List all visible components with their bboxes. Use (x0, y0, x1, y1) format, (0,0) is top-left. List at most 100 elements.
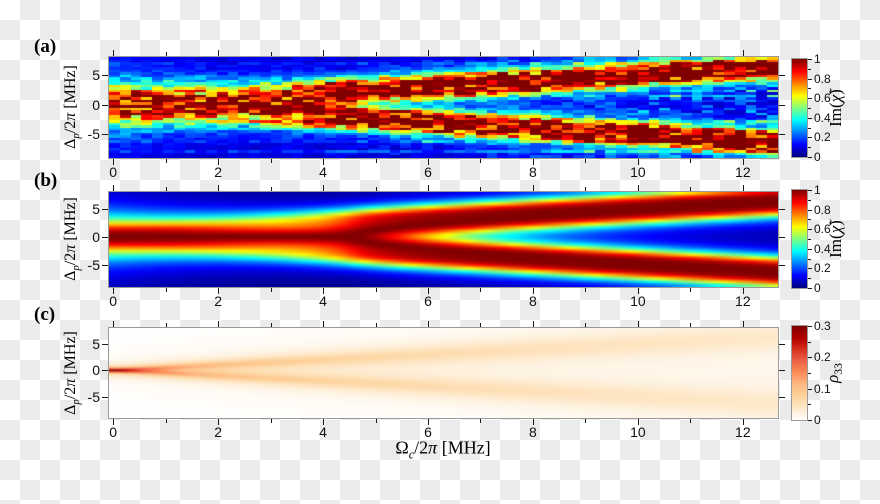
panel-a-x-minor-tick (270, 159, 272, 163)
panel-c-x-minor-tick (375, 323, 377, 327)
panel-c-x-minor-tick (585, 419, 587, 423)
panel-c-y-tick (102, 370, 108, 372)
panel-a-colorbar-minor-tick (808, 88, 811, 90)
panel-b-x-minor-tick (375, 187, 377, 191)
panel-b-x-minor-tick (480, 187, 482, 191)
panel-c-colorbar-label: ρ33 (822, 363, 846, 383)
panel-c-colorbar-tick (808, 326, 812, 327)
panel-a-y-tick (779, 134, 785, 136)
panel-b-colorbar-tick-label: 0.6 (814, 222, 831, 237)
panel-b-colorbar-tick-label: 0.4 (814, 241, 831, 256)
panel-c-y-tick-label: -5 (87, 388, 100, 405)
panel-c-x-tick (532, 321, 534, 327)
panel-a-x-tick (742, 50, 744, 56)
panel-b-x-tick (113, 185, 115, 191)
panel-b-x-minor-tick (585, 288, 587, 292)
panel-a-x-minor-tick (585, 159, 587, 163)
panel-a-colorbar (792, 59, 807, 157)
panel-b-y-tick-label: 0 (92, 228, 100, 245)
panel-c-x-tick (742, 419, 744, 425)
panel-b-x-tick (428, 288, 430, 294)
panel-c-y-tick (779, 396, 785, 398)
panel-c-colorbar-minor-tick (808, 373, 811, 374)
panel-b-x-minor-tick (165, 187, 167, 191)
panel-a-x-tick (218, 159, 220, 165)
panel-a-colorbar-tick (808, 137, 812, 139)
panel-b-x-tick (742, 288, 744, 294)
panel-a-y-tick (102, 134, 108, 136)
panel-a-x-minor-tick (690, 52, 692, 56)
panel-c-colorbar-tick-label: 0.1 (814, 381, 831, 396)
panel-b-colorbar-minor-tick (808, 219, 811, 221)
panel-a-colorbar-tick-label: 0.6 (814, 91, 831, 106)
panel-a-x-minor-tick (375, 159, 377, 163)
panel-a-x-tick (637, 50, 639, 56)
panel-b-colorbar-tick-label: 0 (814, 281, 821, 295)
panel-b-heatmap (109, 192, 778, 287)
panel-b-x-minor-tick (165, 288, 167, 292)
panel-b-y-tick (779, 264, 785, 266)
panel-b-x-tick (428, 185, 430, 191)
panel-b-x-minor-tick (690, 187, 692, 191)
panel-c-colorbar (792, 326, 807, 420)
panel-c-x-tick-label: 4 (319, 424, 327, 440)
panel-b-colorbar-minor-tick (808, 199, 811, 201)
panel-c-x-tick (637, 419, 639, 425)
panel-a-x-tick (428, 50, 430, 56)
panel-c-x-tick (218, 419, 220, 425)
panel-a-colorbar-tick-label: 0.4 (814, 110, 831, 125)
panel-a-x-tick (218, 50, 220, 56)
panel-c-label: (c) (34, 304, 56, 325)
panel-b-colorbar-minor-tick (808, 239, 811, 240)
panel-c-x-minor-tick (165, 419, 167, 423)
panel-c-colorbar-tick-label: 0 (814, 413, 821, 427)
panel-c-x-tick-label: 0 (109, 424, 118, 440)
panel-b-x-tick-label: 2 (214, 293, 223, 309)
panel-c-x-tick (742, 321, 744, 327)
panel-c-x-tick (428, 419, 430, 425)
panel-c-x-tick (428, 321, 430, 327)
panel-b-colorbar-tick-label: 0.2 (814, 261, 831, 276)
panel-b-x-tick-label: 4 (319, 293, 327, 309)
panel-a-colorbar-minor-tick (808, 68, 811, 70)
panel-a-heatmap (109, 57, 778, 158)
panel-b-colorbar-tick (808, 268, 812, 270)
panel-a-colorbar-tick (808, 78, 812, 80)
panel-b-x-tick (637, 288, 639, 294)
panel-c-x-tick (532, 419, 534, 425)
panel-a-x-tick-label: 4 (319, 164, 327, 180)
panel-c-x-tick (323, 419, 325, 425)
panel-b-colorbar-tick (808, 229, 812, 231)
panel-b-x-tick (218, 185, 220, 191)
panel-c-plot-frame (108, 327, 779, 419)
panel-c-y-tick (102, 343, 108, 345)
panel-a-colorbar-tick-label: 0.8 (814, 71, 831, 86)
x-axis-title: Ωc/2π [MHz] (395, 437, 491, 462)
panel-b-colorbar-minor-tick (808, 278, 811, 280)
panel-b-x-tick (742, 185, 744, 191)
panel-a-x-minor-tick (480, 159, 482, 163)
panel-c-heatmap (109, 328, 778, 418)
panel-b-colorbar-tick (808, 209, 812, 211)
panel-a-y-tick (102, 74, 108, 76)
panel-a-y-tick-label: -5 (87, 126, 100, 143)
panel-a-y-tick (779, 104, 785, 106)
panel-c-x-tick (323, 321, 325, 327)
panel-a-x-minor-tick (480, 52, 482, 56)
panel-a-y-tick (102, 104, 108, 106)
panel-c-x-minor-tick (270, 419, 272, 423)
panel-b-colorbar-frame (791, 189, 808, 289)
panel-b-x-tick-label: 8 (529, 293, 537, 309)
panel-a-colorbar-minor-tick (808, 108, 811, 109)
panel-b-x-minor-tick (270, 288, 272, 292)
panel-c-x-tick-label: 12 (735, 424, 751, 440)
panel-b-x-tick-label: 10 (630, 293, 646, 309)
panel-b-plot-frame (108, 191, 779, 288)
panel-b-y-tick (102, 208, 108, 210)
panel-c-colorbar-minor-tick (808, 341, 811, 343)
panel-a-colorbar-tick (808, 117, 812, 119)
panel-b-x-minor-tick (375, 288, 377, 292)
panel-b-x-tick-label: 6 (424, 293, 432, 309)
panel-a-x-tick (532, 159, 534, 165)
